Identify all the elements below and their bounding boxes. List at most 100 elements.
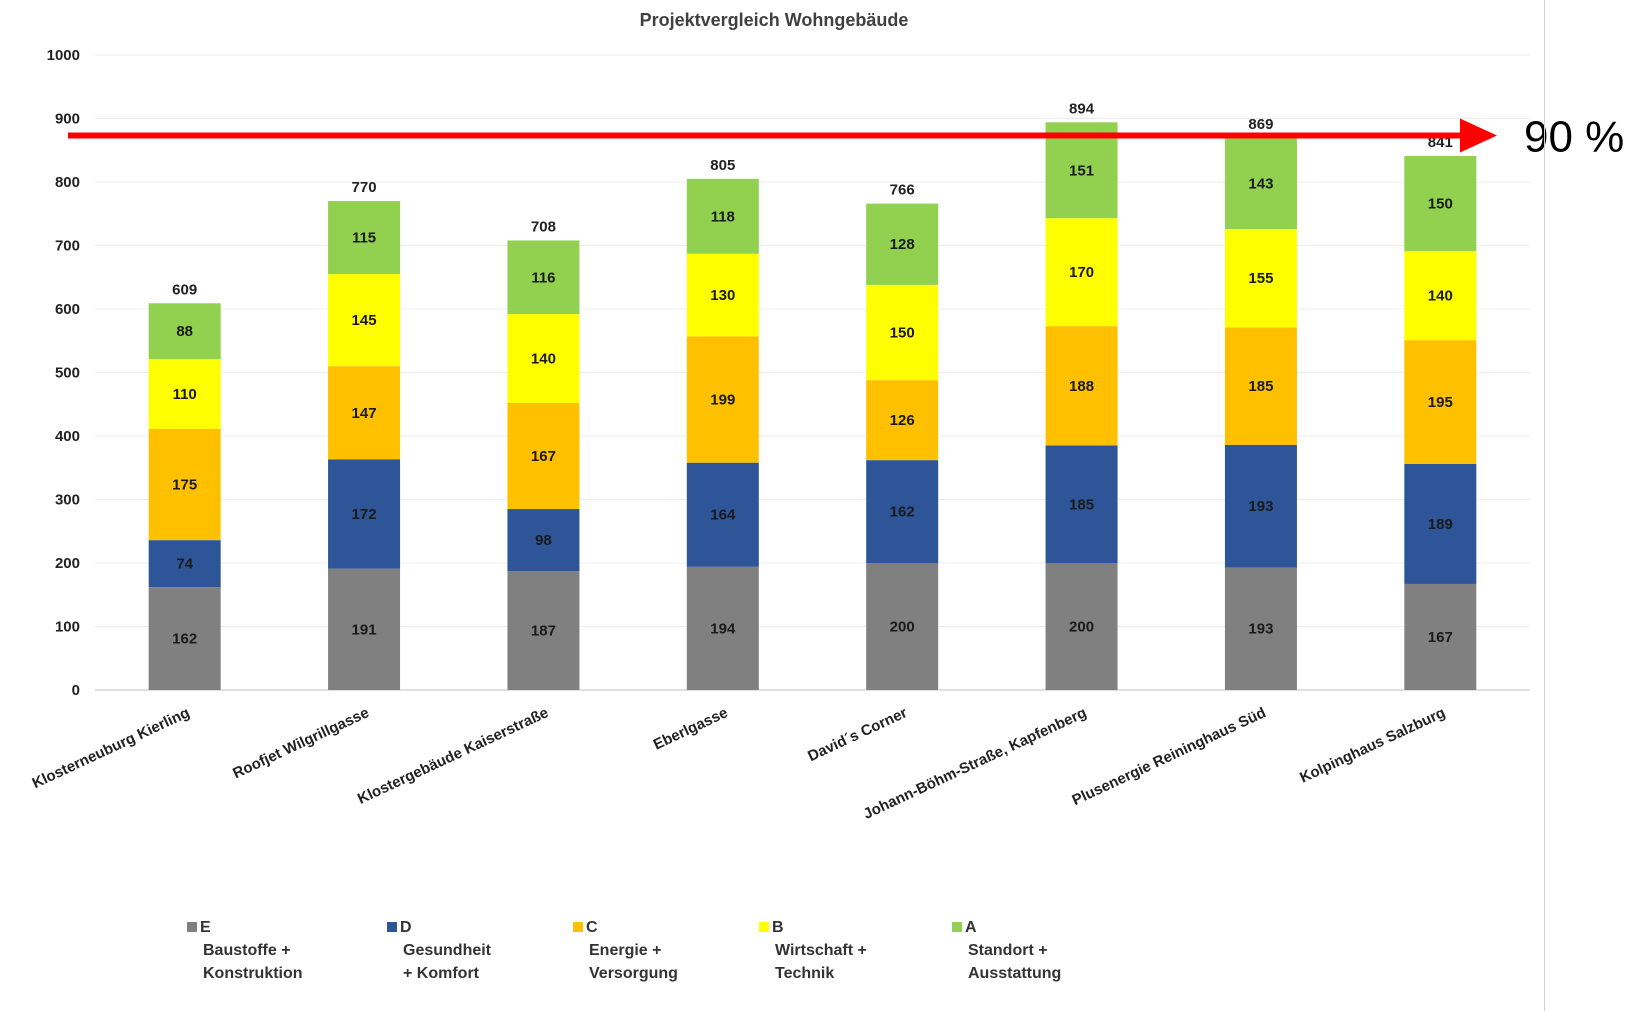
legend-desc-line-2: Technik bbox=[775, 965, 834, 982]
y-tick-label: 500 bbox=[55, 365, 80, 382]
legend-swatch-a bbox=[952, 922, 962, 932]
segment-value-label: 200 bbox=[890, 619, 915, 636]
segment-value-label: 191 bbox=[352, 621, 377, 638]
bar-segment-d bbox=[1045, 445, 1118, 563]
bar-segment-e bbox=[148, 587, 221, 690]
threshold-label: 90 % bbox=[1524, 113, 1624, 162]
bar-segment-d bbox=[1404, 463, 1477, 584]
bar-segment-e bbox=[328, 568, 401, 690]
bar-segment-b bbox=[1224, 228, 1297, 328]
segment-value-label: 162 bbox=[172, 631, 197, 648]
legend: E Baustoffe + Konstruktion D Gesundheit + Kom… bbox=[187, 919, 1061, 982]
bar-segment-d bbox=[507, 509, 580, 572]
y-axis-ticks: 0 100 200 300 400 500 600 700 800 900 1000 bbox=[47, 47, 80, 699]
legend-desc-line-2: Konstruktion bbox=[203, 965, 303, 982]
segment-value-label: 140 bbox=[531, 351, 556, 368]
category-label: Klostergebäude Kaiserstraße bbox=[355, 704, 551, 807]
threshold-arrow-head bbox=[1460, 118, 1497, 153]
bar-segment-c bbox=[1224, 327, 1297, 445]
segment-value-label: 195 bbox=[1428, 394, 1453, 411]
segment-value-label: 172 bbox=[352, 506, 377, 523]
bar-segment-b bbox=[686, 253, 759, 337]
segment-value-label: 200 bbox=[1069, 619, 1094, 636]
bar-total-label: 770 bbox=[352, 179, 377, 196]
segment-value-label: 151 bbox=[1069, 162, 1094, 179]
y-tick-label: 600 bbox=[55, 301, 80, 318]
bar-segment-c bbox=[1404, 340, 1477, 464]
bar-segment-c bbox=[686, 336, 759, 463]
legend-series-name: E bbox=[200, 919, 211, 936]
segment-value-label: 188 bbox=[1069, 378, 1094, 395]
bar-segment-c bbox=[328, 366, 401, 460]
legend-swatch-d bbox=[387, 922, 397, 932]
legend-series-name: D bbox=[400, 919, 412, 936]
bar-segment-a bbox=[686, 178, 759, 254]
panel-divider bbox=[1544, 0, 1545, 1011]
segment-value-label: 128 bbox=[890, 236, 915, 253]
bar-segment-b bbox=[328, 274, 401, 367]
segment-value-label: 150 bbox=[1428, 196, 1453, 213]
legend-desc-line-1: Gesundheit bbox=[403, 942, 492, 959]
y-tick-label: 0 bbox=[72, 682, 80, 699]
legend-series-name: C bbox=[586, 919, 598, 936]
bar-total-label: 708 bbox=[531, 218, 556, 235]
bar-segment-a bbox=[1404, 155, 1477, 252]
bar-segment-b bbox=[1404, 251, 1477, 341]
bar-segment-a bbox=[1224, 138, 1297, 229]
bar-segment-d bbox=[148, 540, 221, 588]
bar-total-label: 766 bbox=[890, 182, 915, 199]
legend-swatch-c bbox=[573, 922, 583, 932]
segment-value-label: 187 bbox=[531, 623, 556, 640]
segment-value-label: 74 bbox=[176, 556, 193, 573]
segment-value-label: 167 bbox=[1428, 629, 1453, 646]
category-label: Plusenergie Reininghaus Süd bbox=[1070, 704, 1269, 809]
bar-segment-a bbox=[866, 203, 939, 285]
segment-value-label: 118 bbox=[711, 208, 735, 225]
legend-desc-line-1: Standort + bbox=[968, 942, 1048, 959]
bar-segment-a bbox=[507, 240, 580, 315]
bar-segment-b bbox=[148, 359, 221, 430]
bar-segment-e bbox=[686, 566, 759, 690]
bar-segment-c bbox=[148, 429, 221, 541]
category-label: Roofjet Wilgrillgasse bbox=[230, 704, 372, 782]
bar-segment-b bbox=[1045, 218, 1118, 327]
segment-value-label: 150 bbox=[890, 324, 915, 341]
bar-segment-e bbox=[507, 571, 580, 690]
y-tick-label: 300 bbox=[55, 492, 80, 509]
bar-segment-e bbox=[1045, 563, 1118, 690]
category-label: Klosterneuburg Kierling bbox=[30, 704, 193, 792]
segment-value-label: 199 bbox=[710, 391, 735, 408]
bars: 162 74 175 110 88 191 172 147 145 115 187 98 167 140 1… bbox=[148, 122, 1477, 690]
bar-segment-d bbox=[866, 460, 939, 563]
y-tick-label: 200 bbox=[55, 555, 80, 572]
segment-value-label: 115 bbox=[352, 230, 376, 247]
legend-swatch-b bbox=[759, 922, 769, 932]
bar-total-label: 869 bbox=[1248, 116, 1273, 133]
y-tick-label: 1000 bbox=[47, 47, 80, 64]
segment-value-label: 143 bbox=[1248, 176, 1273, 193]
legend-desc-line-2: Ausstattung bbox=[968, 965, 1061, 982]
segment-value-label: 164 bbox=[710, 507, 736, 524]
segment-value-label: 88 bbox=[176, 323, 193, 340]
segment-value-label: 175 bbox=[172, 477, 197, 494]
segment-value-label: 185 bbox=[1248, 378, 1273, 395]
segment-value-label: 170 bbox=[1069, 264, 1094, 281]
segment-value-label: 116 bbox=[531, 269, 555, 286]
legend-desc-line-1: Energie + bbox=[589, 942, 661, 959]
legend-desc-line-2: + Komfort bbox=[403, 965, 480, 982]
threshold-annotation: 90 % bbox=[68, 113, 1624, 162]
segment-value-label: 185 bbox=[1069, 496, 1094, 513]
segment-value-label: 147 bbox=[352, 405, 377, 422]
segment-value-label: 130 bbox=[710, 287, 735, 304]
segment-value-label: 145 bbox=[352, 312, 377, 329]
bar-segment-e bbox=[1404, 583, 1477, 690]
y-tick-label: 700 bbox=[55, 238, 80, 255]
category-label: David´s Corner bbox=[805, 704, 910, 765]
bar-segment-b bbox=[507, 314, 580, 403]
legend-swatch-e bbox=[187, 922, 197, 932]
bar-segment-e bbox=[866, 563, 939, 690]
segment-value-label: 140 bbox=[1428, 288, 1453, 305]
bar-segment-d bbox=[686, 462, 759, 567]
bar-segment-b bbox=[866, 284, 939, 381]
